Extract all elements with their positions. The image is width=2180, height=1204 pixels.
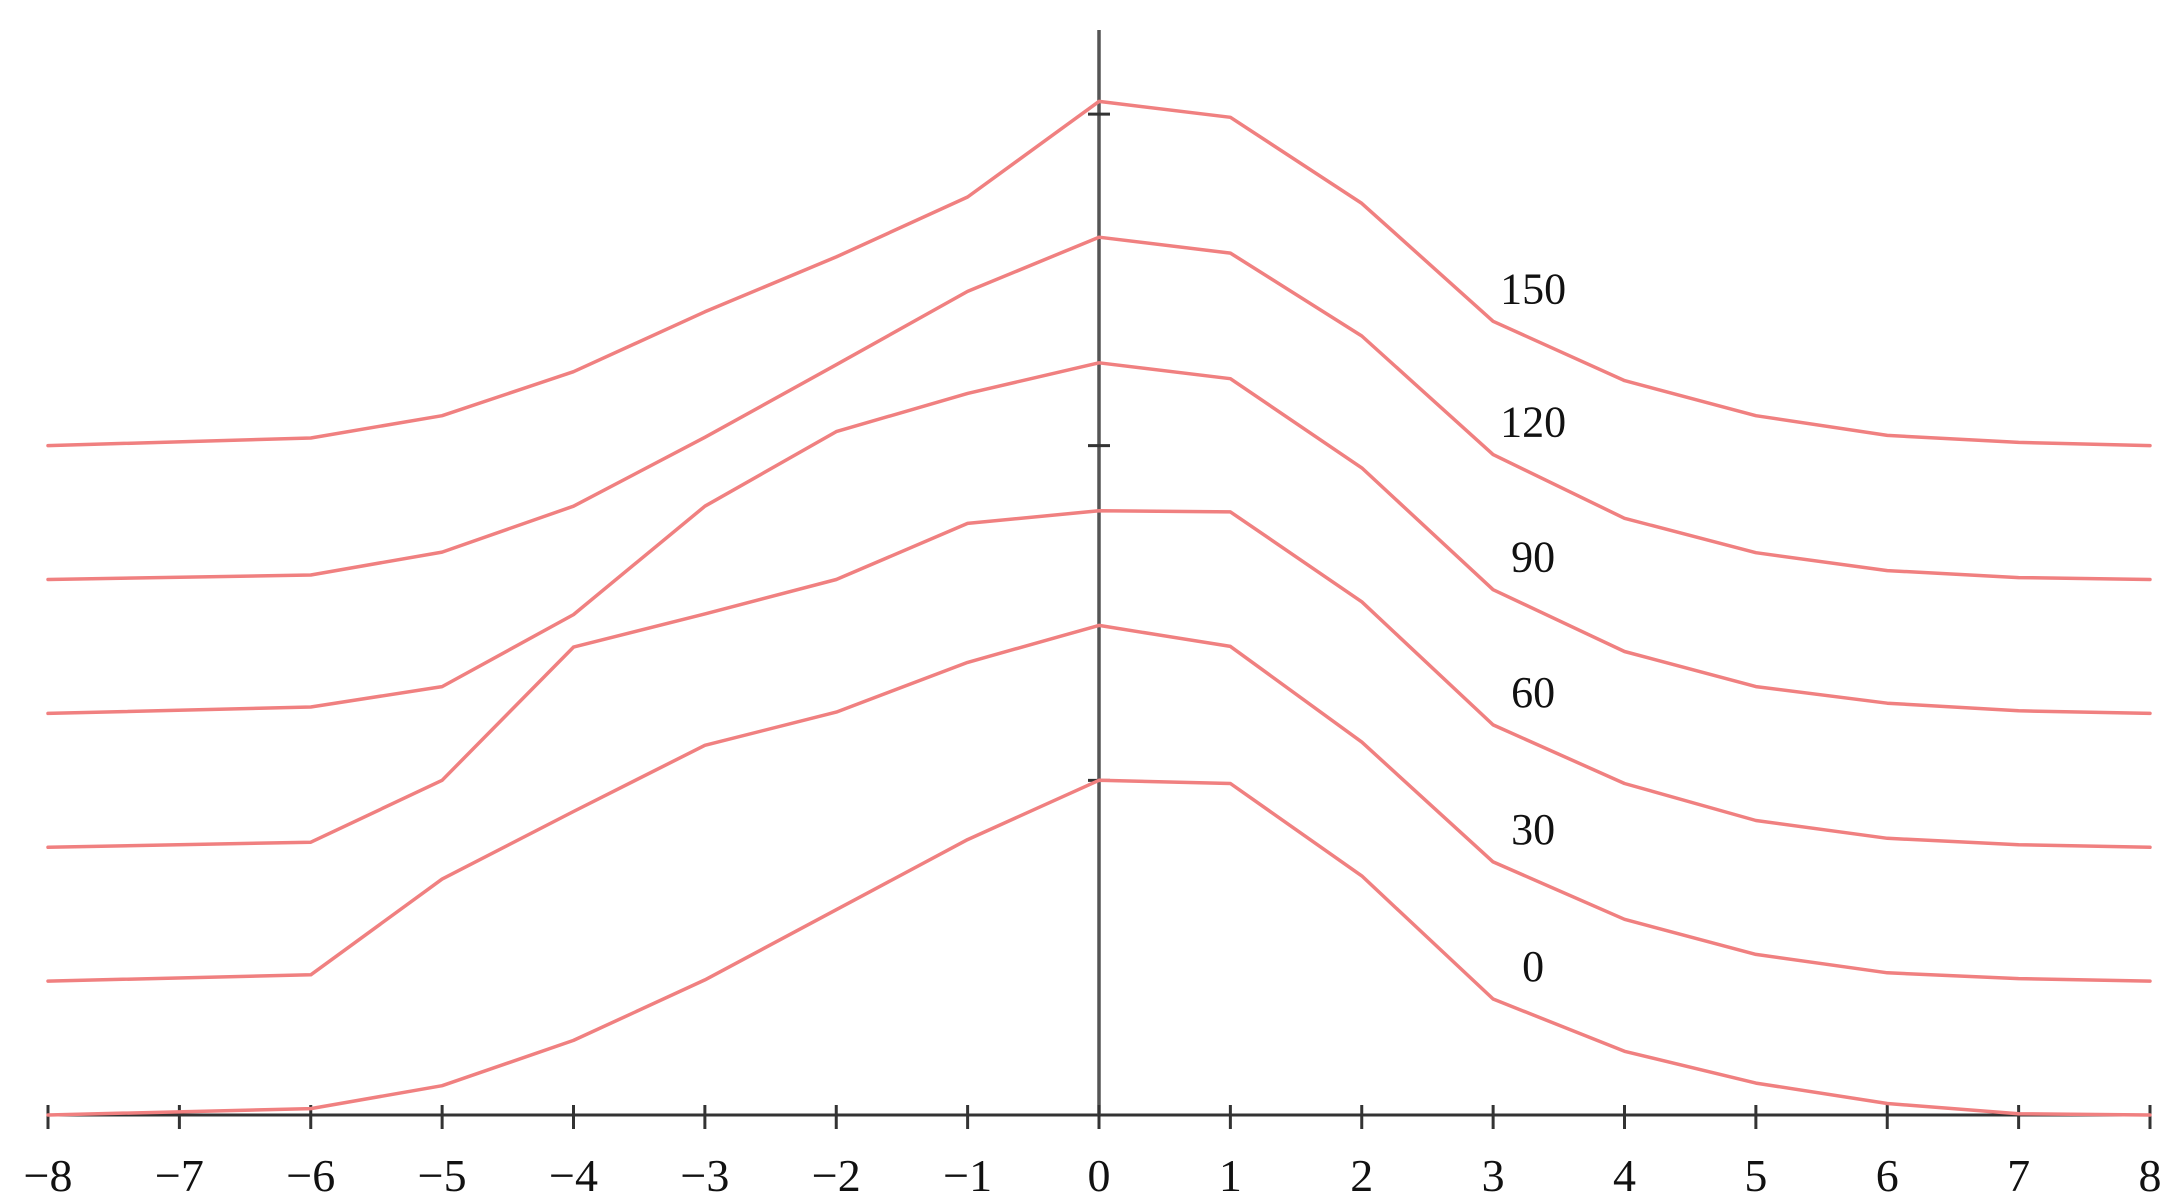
- x-tick-label: 0: [1088, 1150, 1111, 1201]
- series-label-150: 150: [1500, 264, 1566, 313]
- series-line-90: [46, 361, 2152, 716]
- x-tick-label: 7: [2007, 1150, 2030, 1201]
- x-tick-label: 6: [1876, 1150, 1899, 1201]
- series-label-90: 90: [1511, 533, 1555, 582]
- x-tick-label: −5: [418, 1150, 467, 1201]
- series-line-30: [46, 623, 2152, 983]
- series-line-0: [46, 778, 2152, 1117]
- x-tick-label: 2: [1350, 1150, 1373, 1201]
- x-tick-label: −6: [286, 1150, 335, 1201]
- x-tick-label: 1: [1219, 1150, 1242, 1201]
- series-line-60: [46, 508, 2152, 850]
- x-tick-label: 5: [1744, 1150, 1767, 1201]
- series-line-120: [46, 235, 2152, 582]
- series-layer: [46, 99, 2152, 1117]
- series-line-150: [46, 99, 2152, 448]
- x-tick-label: −7: [155, 1150, 204, 1201]
- labels-layer: −8 −7 −6 −5 −4 −3 −2 −1 0 1 2 3 4 5 6 7 8 0 30 60 90 120 150: [24, 264, 2162, 1201]
- axes-layer: [46, 30, 2152, 1129]
- series-label-0: 0: [1522, 942, 1544, 991]
- series-label-120: 120: [1500, 398, 1566, 447]
- x-tick-label: 4: [1613, 1150, 1636, 1201]
- x-tick-label: 3: [1482, 1150, 1505, 1201]
- x-tick-label: 8: [2139, 1150, 2162, 1201]
- x-tick-label: −1: [943, 1150, 992, 1201]
- x-tick-label: −8: [24, 1150, 73, 1201]
- x-tick-label: −4: [549, 1150, 598, 1201]
- series-label-60: 60: [1511, 668, 1555, 717]
- x-tick-label: −2: [812, 1150, 861, 1201]
- series-label-30: 30: [1511, 805, 1555, 854]
- x-tick-label: −3: [680, 1150, 729, 1201]
